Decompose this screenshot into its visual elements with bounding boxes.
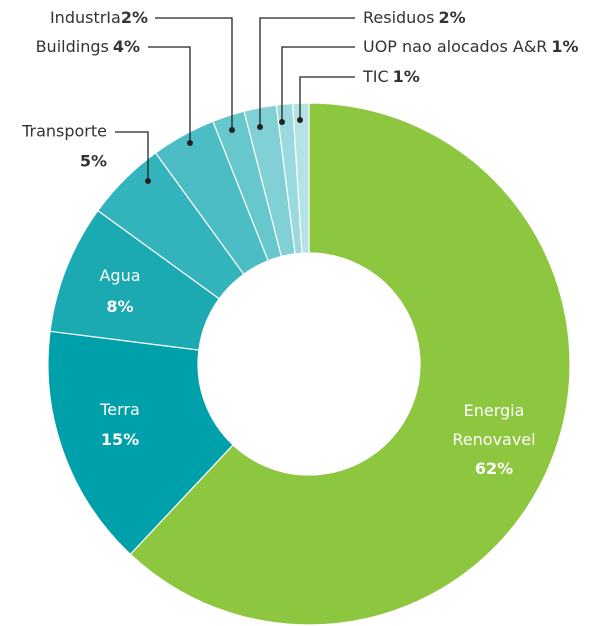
donut-segment [291, 102, 310, 254]
leader-dot [297, 117, 303, 123]
leader-dot [279, 119, 285, 125]
segment-label: Terra [100, 400, 140, 419]
segment-value: 2% [121, 8, 148, 27]
segment-label: Buildings 4% [36, 37, 140, 56]
segment-value: 1% [551, 37, 578, 56]
segment-label: Residuos 2% [363, 8, 466, 27]
leader-dot [145, 178, 151, 184]
leader-line [259, 17, 355, 127]
segment-value: 5% [80, 152, 107, 171]
leader-line [281, 46, 355, 122]
leader-line [115, 131, 149, 181]
segment-value: 8% [106, 297, 134, 316]
segment-value: 15% [100, 430, 140, 449]
segment-value: 2% [438, 8, 465, 27]
leader-dot [187, 140, 193, 146]
segment-value: 4% [113, 37, 140, 56]
segment-label: Agua [99, 266, 141, 285]
segment-label: UOP nao alocados A&R 1% [363, 37, 579, 56]
segment-value: 62% [474, 459, 514, 478]
segment-label: Transporte [21, 122, 107, 141]
segment-name: TIC [362, 67, 389, 86]
segment-label: TIC 1% [362, 67, 420, 86]
segment-name: IndustrIa [50, 8, 121, 27]
segment-name: UOP nao alocados A&R [363, 37, 547, 56]
segment-name: Residuos [363, 8, 434, 27]
leader-line [299, 76, 355, 120]
donut-segment [47, 330, 234, 556]
leader-dot [229, 127, 235, 133]
segment-label: Energia Renovavel [452, 401, 536, 449]
leader-line [148, 46, 191, 143]
leader-line [155, 17, 233, 130]
leader-dot [257, 124, 263, 130]
donut-segment [129, 102, 571, 626]
segment-value: 1% [393, 67, 420, 86]
segment-label: IndustrIa2% [50, 8, 148, 27]
segment-name: Buildings [36, 37, 109, 56]
